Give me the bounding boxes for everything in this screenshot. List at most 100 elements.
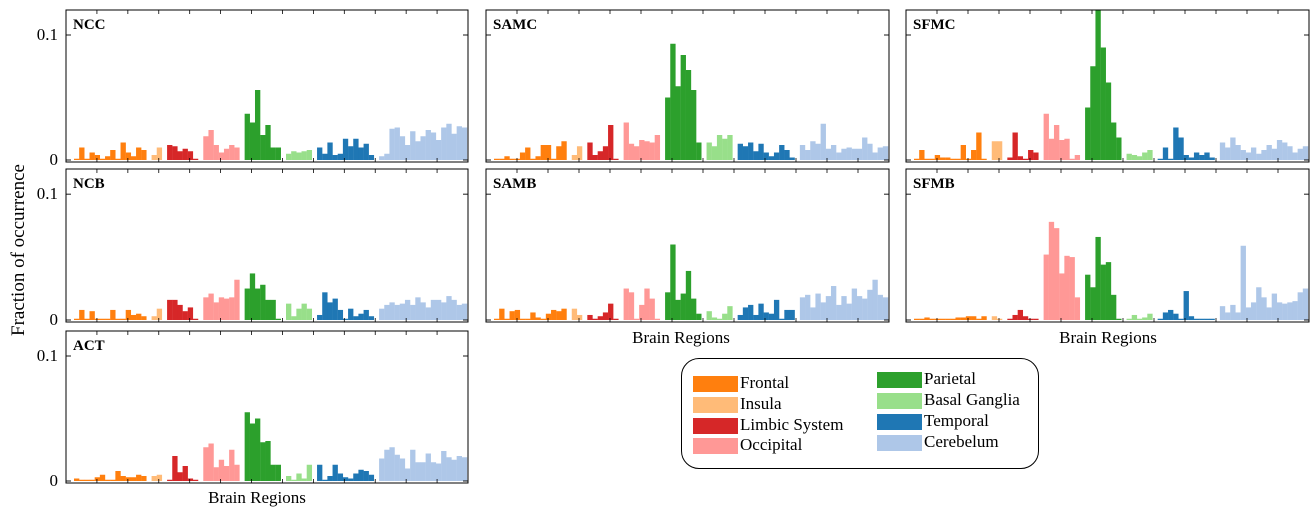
bar-sfmc-g6-6 <box>1188 157 1195 160</box>
bar-ncc-g4-0 <box>244 113 250 160</box>
bar-ncb-g2-1 <box>172 299 178 320</box>
bar-ncc-g0-10 <box>125 152 132 160</box>
bar-sfmb-g2-0 <box>1007 318 1013 320</box>
bar-ncb-g4-3 <box>260 284 266 320</box>
bar-samc-g7-15 <box>877 147 883 160</box>
bar-samb-g0-6 <box>525 318 531 320</box>
bar-act-g0-1 <box>79 479 85 481</box>
bar-act-g0-11 <box>130 477 137 481</box>
bar-sfmc-g2-1 <box>1012 132 1018 160</box>
bar-act-g0-9 <box>120 476 126 481</box>
bar-sfmb-g4-2 <box>1095 236 1101 320</box>
bar-sfmb-g0-8 <box>955 317 961 320</box>
bar-samb-g4-3 <box>680 293 686 320</box>
panel-title: SAMB <box>493 176 536 192</box>
bar-sfmb-g4-5 <box>1111 294 1117 320</box>
bar-samb-g5-4 <box>727 306 733 320</box>
bar-sfmc-g0-12 <box>976 132 982 160</box>
bar-ncb-g7-12 <box>441 302 447 320</box>
bar-sfmc-g4-6 <box>1116 137 1122 160</box>
bar-ncc-g0-13 <box>141 150 147 160</box>
bar-act-g7-13 <box>446 457 452 481</box>
bar-act-g7-4 <box>399 458 406 481</box>
bar-ncb-g0-0 <box>74 318 80 320</box>
bar-samc-g0-6 <box>525 147 531 160</box>
bar-samb-g2-0 <box>587 314 593 320</box>
bar-act-g6-8 <box>358 469 364 481</box>
bar-sfmc-g6-7 <box>1193 152 1200 160</box>
bar-samc-g5-2 <box>716 135 723 160</box>
bar-ncc-g2-0 <box>167 145 173 160</box>
bar-ncb-g6-8 <box>358 313 364 320</box>
bar-sfmc-g3-5 <box>1069 158 1075 160</box>
bar-ncb-g6-6 <box>348 308 354 321</box>
bar-samb-g2-3 <box>602 312 609 320</box>
bar-ncc-g6-7 <box>353 138 359 160</box>
bar-sfmb-g6-5 <box>1183 291 1189 320</box>
bar-ncb-g0-11 <box>130 314 137 320</box>
bar-ncb-g7-8 <box>420 302 426 320</box>
bar-sfmb-g0-12 <box>976 318 982 320</box>
bar-samc-g4-0 <box>665 97 671 160</box>
legend-label: Frontal <box>740 373 790 392</box>
bar-samc-g4-5 <box>691 90 697 160</box>
bar-act-g0-6 <box>105 479 111 481</box>
bar-ncb-g6-9 <box>363 309 369 320</box>
bar-sfmc-g7-11 <box>1276 140 1283 160</box>
bar-samb-g7-15 <box>877 294 883 320</box>
bar-samc-g7-7 <box>836 152 842 160</box>
bar-ncb-g5-0 <box>286 303 292 320</box>
bar-act-g6-6 <box>348 478 354 481</box>
bar-sfmc-g0-4 <box>934 155 941 160</box>
bar-act-g6-0 <box>317 464 323 481</box>
bar-ncb-g7-1 <box>384 304 390 320</box>
bar-ncb-g0-5 <box>99 318 106 320</box>
bar-act-g5-1 <box>291 479 297 481</box>
panel-frame <box>65 9 469 163</box>
bar-samc-g0-8 <box>535 156 541 160</box>
bar-ncc-g4-4 <box>265 125 271 160</box>
bar-sfmc-g7-8 <box>1261 150 1267 160</box>
bar-samc-g2-5 <box>613 158 619 160</box>
bar-ncc-g7-1 <box>384 153 390 160</box>
bar-sfmc-g6-2 <box>1168 158 1174 160</box>
bar-ncb-g4-6 <box>275 318 281 320</box>
bar-samc-g7-10 <box>851 148 858 160</box>
bar-ncc-g1-1 <box>156 147 163 160</box>
panel-frame <box>485 9 890 163</box>
bar-sfmc-g0-5 <box>939 157 946 160</box>
bar-sfmc-g5-3 <box>1142 152 1148 160</box>
bar-act-g4-6 <box>275 464 281 481</box>
bar-sfmb-g0-11 <box>971 316 977 321</box>
bar-sfmc-g7-15 <box>1297 148 1303 160</box>
bar-ncc-g7-11 <box>435 140 442 160</box>
bar-ncc-g6-5 <box>342 138 349 160</box>
legend-swatch <box>693 418 738 434</box>
bar-sfmc-g6-5 <box>1183 155 1189 160</box>
panel-title: NCC <box>73 17 106 33</box>
bar-act-g4-1 <box>249 423 256 481</box>
bar-sfmb-g7-12 <box>1282 303 1288 320</box>
bar-sfmb-g0-13 <box>981 316 987 321</box>
y-tick-label: 0 <box>50 471 59 490</box>
bar-sfmb-g5-0 <box>1126 318 1132 320</box>
bar-act-g3-2 <box>213 467 219 481</box>
bar-ncb-g0-7 <box>110 309 116 320</box>
bar-samb-g7-14 <box>872 279 878 320</box>
bar-ncb-g7-5 <box>404 299 411 320</box>
bar-samc-g3-2 <box>633 146 640 160</box>
bar-act-g2-4 <box>187 478 194 481</box>
bar-ncc-g6-3 <box>332 155 338 160</box>
bar-act-g5-3 <box>301 478 307 481</box>
bar-ncc-g2-3 <box>182 148 188 160</box>
bar-samc-g7-14 <box>872 152 878 160</box>
bar-ncc-g6-8 <box>358 147 364 160</box>
bar-act-g7-10 <box>430 462 437 481</box>
legend-label: Cerebelum <box>924 432 999 451</box>
legend: Frontal Insula Limbic System Occipital Parie… <box>681 358 1039 469</box>
legend-swatch <box>877 372 922 388</box>
bar-ncb-g0-8 <box>115 318 121 320</box>
bar-sfmb-g7-14 <box>1292 301 1298 321</box>
bar-ncb-g6-10 <box>368 316 375 321</box>
